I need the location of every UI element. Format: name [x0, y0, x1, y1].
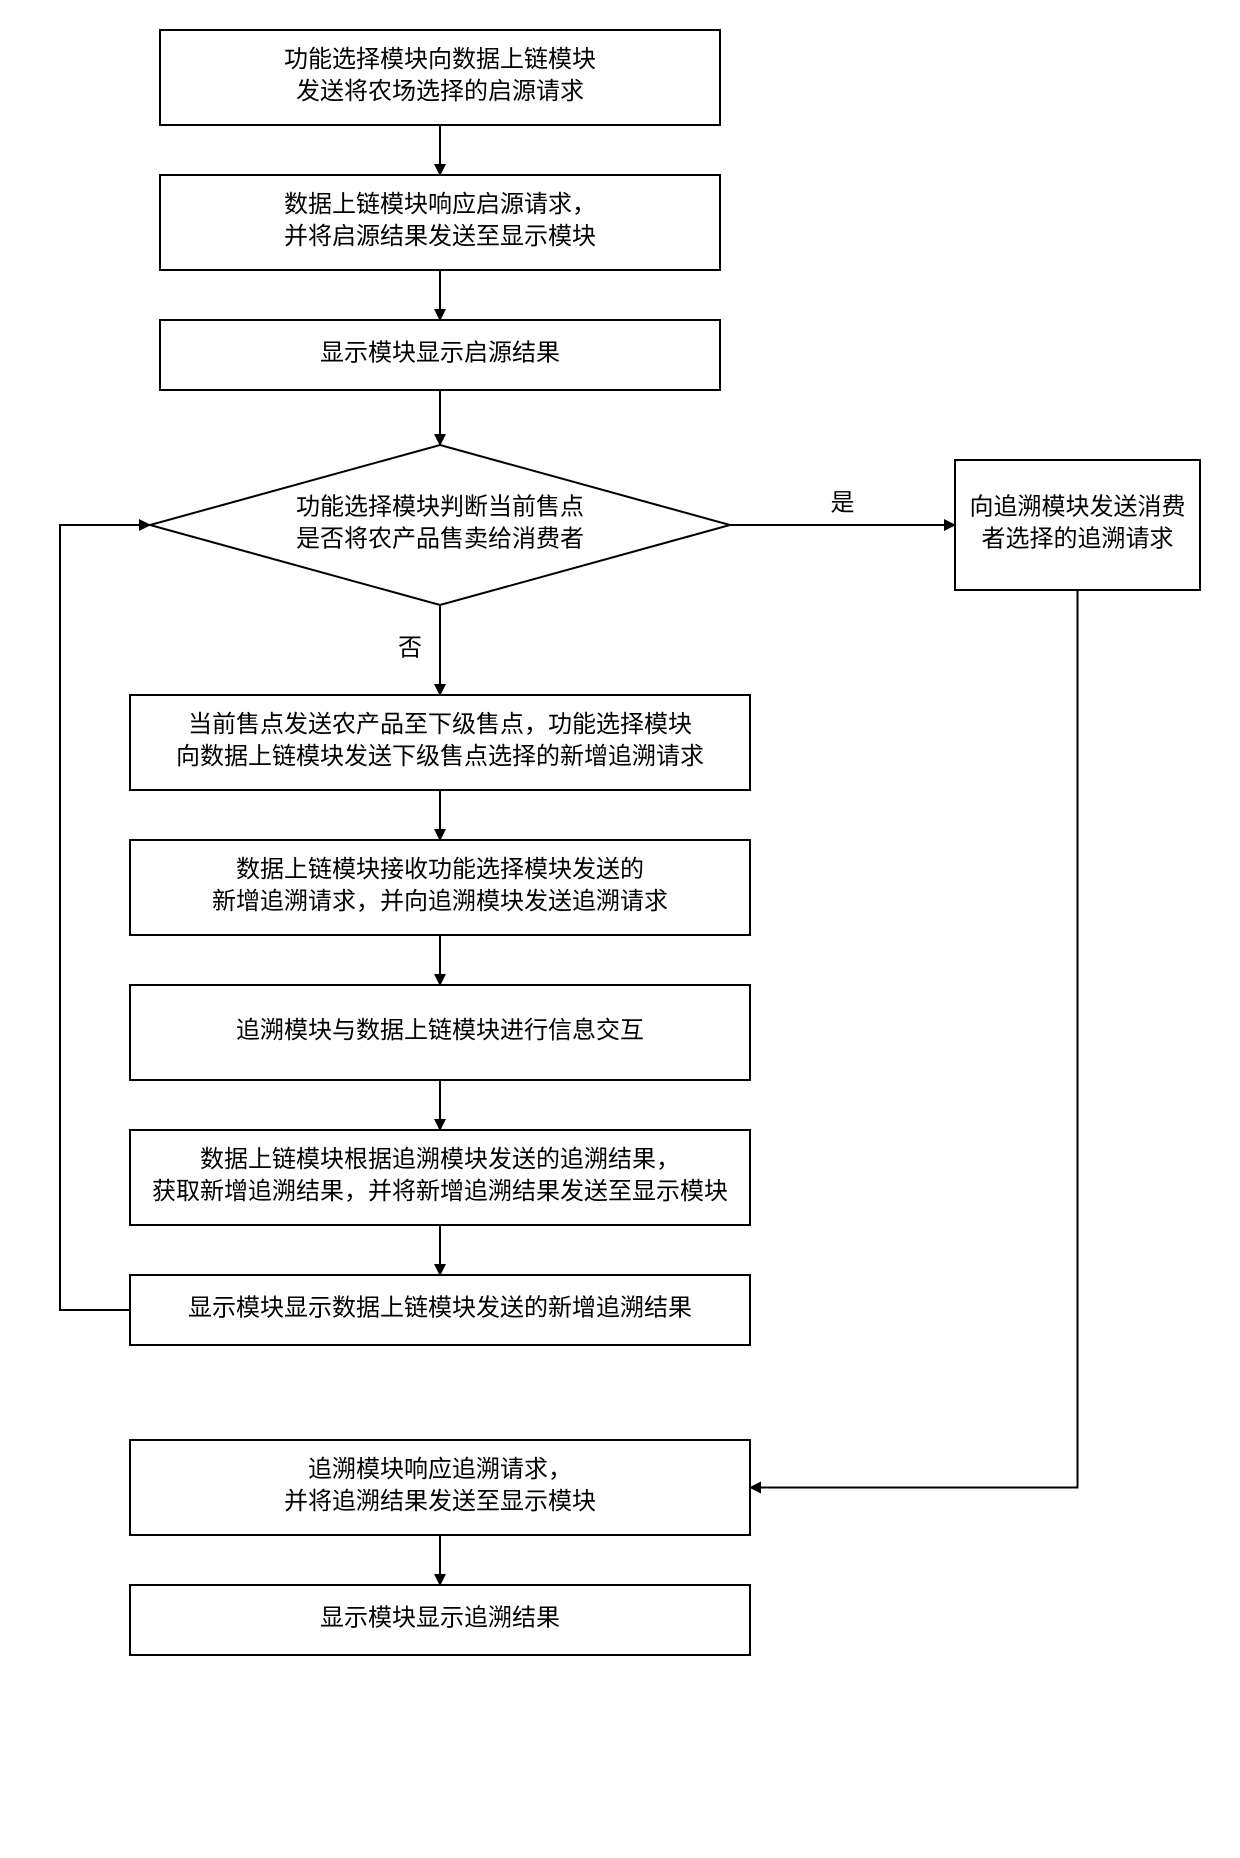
svg-text:获取新增追溯结果，并将新增追溯结果发送至显示模块: 获取新增追溯结果，并将新增追溯结果发送至显示模块 — [152, 1178, 728, 1205]
svg-text:并将追溯结果发送至显示模块: 并将追溯结果发送至显示模块 — [284, 1488, 596, 1515]
node-n8-label: 数据上链模块根据追溯模块发送的追溯结果， 获取新增追溯结果，并将新增追溯结果发送至… — [152, 1146, 728, 1205]
node-n3: 显示模块显示启源结果 — [160, 320, 720, 390]
svg-text:是否将农产品售卖给消费者: 是否将农产品售卖给消费者 — [296, 526, 584, 553]
svg-text:新增追溯请求，并向追溯模块发送追溯请求: 新增追溯请求，并向追溯模块发送追溯请求 — [212, 888, 668, 915]
node-nYes: 向追溯模块发送消费者选择的追溯请求 — [955, 460, 1200, 590]
svg-text:发送将农场选择的启源请求: 发送将农场选择的启源请求 — [296, 78, 584, 105]
node-n1: 功能选择模块向数据上链模块发送将农场选择的启源请求 — [160, 30, 720, 125]
edge-label: 否 — [398, 636, 422, 662]
svg-text:功能选择模块向数据上链模块: 功能选择模块向数据上链模块 — [284, 46, 596, 73]
svg-text:显示模块显示数据上链模块发送的新增追溯结果: 显示模块显示数据上链模块发送的新增追溯结果 — [188, 1295, 692, 1322]
svg-text:追溯模块响应追溯请求，: 追溯模块响应追溯请求， — [308, 1456, 572, 1483]
svg-text:追溯模块与数据上链模块进行信息交互: 追溯模块与数据上链模块进行信息交互 — [236, 1017, 644, 1044]
node-n5: 当前售点发送农产品至下级售点，功能选择模块向数据上链模块发送下级售点选择的新增追… — [130, 695, 750, 790]
node-n7-label: 追溯模块与数据上链模块进行信息交互 — [236, 1017, 644, 1044]
node-n10: 追溯模块响应追溯请求， 并将追溯结果发送至显示模块 — [130, 1440, 750, 1535]
node-dec-label: 功能选择模块判断当前售点是否将农产品售卖给消费者 — [296, 494, 584, 553]
node-n11-label: 显示模块显示追溯结果 — [320, 1605, 560, 1632]
node-n11: 显示模块显示追溯结果 — [130, 1585, 750, 1655]
svg-text:显示模块显示启源结果: 显示模块显示启源结果 — [320, 340, 560, 367]
svg-text:数据上链模块响应启源请求，: 数据上链模块响应启源请求， — [284, 191, 596, 218]
svg-text:功能选择模块判断当前售点: 功能选择模块判断当前售点 — [296, 494, 584, 521]
node-n1-label: 功能选择模块向数据上链模块发送将农场选择的启源请求 — [284, 46, 596, 105]
node-n7: 追溯模块与数据上链模块进行信息交互 — [130, 985, 750, 1080]
node-n9: 显示模块显示数据上链模块发送的新增追溯结果 — [130, 1275, 750, 1345]
node-n10-label: 追溯模块响应追溯请求， 并将追溯结果发送至显示模块 — [284, 1456, 596, 1515]
node-n3-label: 显示模块显示启源结果 — [320, 340, 560, 367]
node-nYes-label: 向追溯模块发送消费者选择的追溯请求 — [970, 494, 1186, 553]
svg-text:向数据上链模块发送下级售点选择的新增追溯请求: 向数据上链模块发送下级售点选择的新增追溯请求 — [176, 743, 704, 770]
svg-text:向追溯模块发送消费: 向追溯模块发送消费 — [970, 494, 1186, 521]
node-n6: 数据上链模块接收功能选择模块发送的新增追溯请求，并向追溯模块发送追溯请求 — [130, 840, 750, 935]
node-n5-label: 当前售点发送农产品至下级售点，功能选择模块向数据上链模块发送下级售点选择的新增追… — [176, 711, 704, 770]
flowchart-canvas: 功能选择模块向数据上链模块发送将农场选择的启源请求数据上链模块响应启源请求，并将… — [0, 0, 1240, 1858]
svg-text:显示模块显示追溯结果: 显示模块显示追溯结果 — [320, 1605, 560, 1632]
edge-loopback — [60, 525, 150, 1310]
svg-text:并将启源结果发送至显示模块: 并将启源结果发送至显示模块 — [284, 223, 596, 250]
node-n2: 数据上链模块响应启源请求， 并将启源结果发送至显示模块 — [160, 175, 720, 270]
node-dec: 功能选择模块判断当前售点是否将农产品售卖给消费者 — [150, 445, 730, 605]
svg-text:数据上链模块根据追溯模块发送的追溯结果，: 数据上链模块根据追溯模块发送的追溯结果， — [200, 1146, 680, 1173]
edge-yes-down — [750, 590, 1078, 1488]
node-n2-label: 数据上链模块响应启源请求， 并将启源结果发送至显示模块 — [284, 191, 596, 250]
svg-text:数据上链模块接收功能选择模块发送的: 数据上链模块接收功能选择模块发送的 — [236, 856, 644, 883]
edge-label: 是 — [831, 491, 855, 517]
node-n8: 数据上链模块根据追溯模块发送的追溯结果， 获取新增追溯结果，并将新增追溯结果发送至… — [130, 1130, 750, 1225]
svg-text:当前售点发送农产品至下级售点，功能选择模块: 当前售点发送农产品至下级售点，功能选择模块 — [188, 711, 692, 738]
node-n6-label: 数据上链模块接收功能选择模块发送的新增追溯请求，并向追溯模块发送追溯请求 — [212, 856, 668, 915]
node-n9-label: 显示模块显示数据上链模块发送的新增追溯结果 — [188, 1295, 692, 1322]
svg-text:者选择的追溯请求: 者选择的追溯请求 — [982, 526, 1174, 553]
